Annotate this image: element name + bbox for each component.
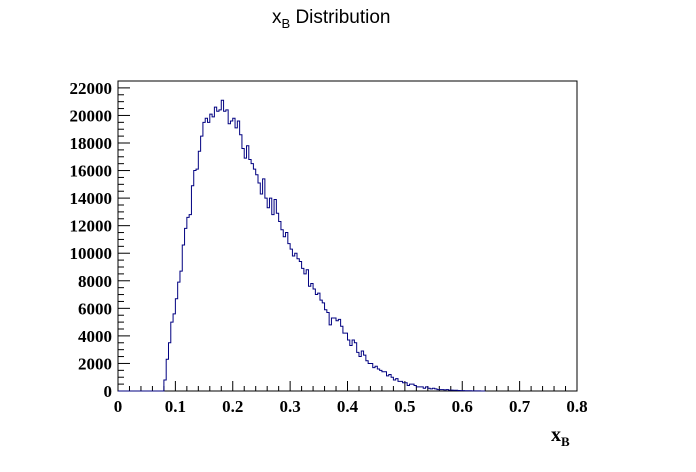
y-tick-label: 0: [104, 382, 113, 401]
chart-title-main: x: [272, 7, 282, 28]
x-tick-label: 0.1: [165, 397, 186, 416]
y-tick-label: 12000: [70, 217, 113, 236]
y-tick-label: 10000: [70, 244, 113, 263]
y-axis-tick-labels: 0 2000 4000 6000 8000 10000 12000 14000 16000 180…: [70, 79, 113, 401]
y-tick-label: 6000: [78, 299, 112, 318]
y-tick-label: 4000: [78, 327, 112, 346]
y-tick-label: 8000: [78, 272, 112, 291]
x-axis-title-main: x: [551, 424, 561, 446]
x-axis-title: xB: [551, 424, 570, 449]
x-axis-title-sub: B: [561, 434, 570, 449]
y-tick-label: 16000: [70, 162, 113, 181]
chart-title-sub: B: [282, 16, 291, 31]
y-tick-label: 20000: [70, 106, 113, 125]
y-tick-label: 22000: [70, 79, 113, 98]
x-tick-label: 0.7: [509, 397, 531, 416]
plot-frame: [117, 80, 578, 392]
x-axis-ticks: [117, 381, 578, 391]
x-tick-label: 0.2: [222, 397, 243, 416]
y-tick-label: 18000: [70, 134, 113, 153]
x-tick-label: 0.6: [452, 397, 473, 416]
histogram-series-line: [118, 99, 486, 392]
chart-title: xB Distribution: [272, 7, 391, 31]
y-axis-ticks: [118, 87, 130, 392]
x-axis-tick-labels: 0 0.1 0.2 0.3 0.4 0.5 0.6 0.7 0.8: [114, 397, 588, 416]
x-tick-label: 0.5: [394, 397, 415, 416]
x-tick-label: 0.4: [337, 397, 359, 416]
x-tick-label: 0: [114, 397, 123, 416]
y-tick-label: 2000: [78, 354, 112, 373]
x-tick-label: 0.8: [566, 397, 587, 416]
x-tick-label: 0.3: [280, 397, 301, 416]
y-tick-label: 14000: [70, 189, 113, 208]
chart-title-rest: Distribution: [290, 7, 390, 28]
